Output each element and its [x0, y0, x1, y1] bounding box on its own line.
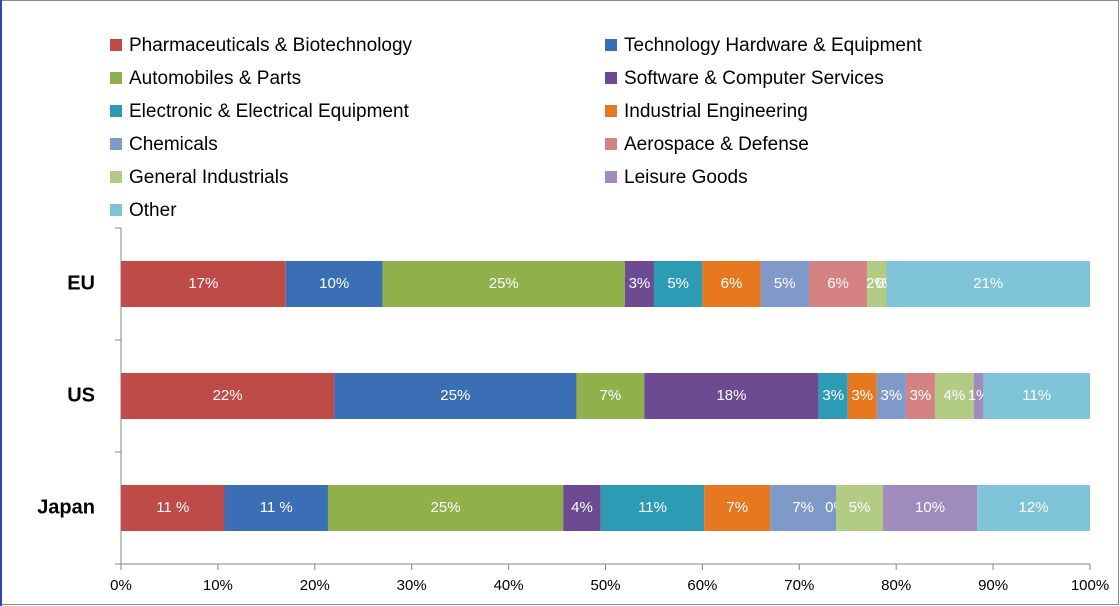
data-label: 11 %	[260, 499, 293, 516]
legend-label: Electronic & Electrical Equipment	[129, 101, 410, 122]
bar-segment	[644, 373, 819, 419]
data-label: 4%	[943, 387, 965, 404]
data-label: 11%	[1022, 387, 1051, 404]
bar-segment	[760, 261, 809, 307]
data-label: 6%	[721, 275, 743, 292]
legend-swatch	[110, 138, 122, 150]
x-tick-label: 20%	[300, 577, 330, 594]
data-label: 18%	[716, 387, 746, 404]
bar-segment	[704, 485, 771, 531]
bar-segment	[563, 485, 601, 531]
bar-segment	[653, 261, 703, 307]
legend-swatch	[110, 39, 122, 51]
legend-label: Leisure Goods	[624, 167, 748, 188]
bar-segment	[334, 373, 577, 419]
legend-label: Aerospace & Defense	[624, 134, 809, 155]
legend-swatch	[605, 171, 617, 183]
legend-swatch	[110, 204, 122, 216]
legend-label: Technology Hardware & Equipment	[624, 35, 923, 56]
data-label: 3%	[629, 275, 651, 292]
data-label: 11 %	[156, 499, 189, 516]
x-tick-label: 60%	[687, 577, 717, 594]
legend-label: Other	[129, 200, 177, 221]
legend-swatch	[605, 138, 617, 150]
bar-segment	[876, 373, 906, 419]
bar-segment	[886, 261, 1090, 307]
bar-segment	[285, 261, 383, 307]
data-label: 2%	[866, 275, 888, 292]
bar-segment	[382, 261, 625, 307]
data-label: 25%	[489, 275, 519, 292]
x-tick-label: 90%	[978, 577, 1008, 594]
data-label: 7%	[600, 387, 622, 404]
bar-segment	[847, 373, 877, 419]
legend-label: General Industrials	[129, 167, 288, 188]
bar-segment	[224, 485, 328, 531]
data-label: 3%	[851, 387, 873, 404]
category-label: US	[67, 384, 95, 406]
legend-label: Automobiles & Parts	[129, 68, 301, 89]
legend-label: Pharmaceuticals & Biotechnology	[129, 35, 413, 56]
bar-segment	[905, 373, 935, 419]
data-label: 25%	[431, 499, 461, 516]
bar-segment	[808, 261, 868, 307]
data-label: 10%	[915, 499, 945, 516]
x-tick-label: 80%	[881, 577, 911, 594]
data-label: 21%	[973, 275, 1003, 292]
x-tick-label: 50%	[590, 577, 620, 594]
bar-segment	[883, 485, 978, 531]
data-label: 3%	[822, 387, 844, 404]
data-label: 22%	[213, 387, 243, 404]
bar-segment	[835, 485, 884, 531]
legend-label: Software & Computer Services	[624, 68, 884, 89]
data-label: 25%	[440, 387, 470, 404]
data-label: 5%	[774, 275, 796, 292]
bar-segment	[983, 373, 1090, 419]
legend-swatch	[110, 105, 122, 117]
bar-segment	[624, 261, 654, 307]
legend-label: Chemicals	[129, 134, 218, 155]
bar-segment	[702, 261, 761, 307]
legend-swatch	[605, 72, 617, 84]
data-label: 6%	[827, 275, 849, 292]
bar-segment	[867, 261, 887, 307]
bar-segment	[977, 485, 1090, 531]
data-label: 4%	[571, 499, 593, 516]
data-label: 7%	[726, 499, 748, 516]
x-tick-label: 40%	[494, 577, 524, 594]
data-label: 5%	[849, 499, 871, 516]
legend-swatch	[110, 171, 122, 183]
bar-segment	[121, 373, 335, 419]
category-label: EU	[67, 272, 95, 294]
x-tick-label: 30%	[397, 577, 427, 594]
data-label: 10%	[319, 275, 349, 292]
data-label: 11%	[638, 499, 667, 516]
category-label: Japan	[37, 496, 95, 518]
bar-segment	[327, 485, 564, 531]
data-label: 5%	[667, 275, 689, 292]
data-label: 7%	[792, 499, 814, 516]
x-tick-label: 100%	[1071, 577, 1109, 594]
data-label: 12%	[1019, 499, 1049, 516]
bar-segment	[600, 485, 705, 531]
x-tick-label: 0%	[110, 577, 132, 594]
bar-segment	[934, 373, 974, 419]
x-tick-label: 70%	[784, 577, 814, 594]
data-label: 3%	[910, 387, 932, 404]
data-label: 17%	[188, 275, 218, 292]
bar-segment	[818, 373, 848, 419]
bar-segment	[121, 261, 286, 307]
bar-segment	[973, 373, 984, 419]
legend-label: Industrial Engineering	[624, 101, 808, 122]
bar-segment	[121, 485, 225, 531]
data-label: 3%	[881, 387, 903, 404]
bar-segment	[770, 485, 836, 531]
legend-swatch	[110, 72, 122, 84]
x-tick-label: 10%	[203, 577, 233, 594]
legend-swatch	[605, 39, 617, 51]
bar-segment	[576, 373, 645, 419]
legend-swatch	[605, 105, 617, 117]
